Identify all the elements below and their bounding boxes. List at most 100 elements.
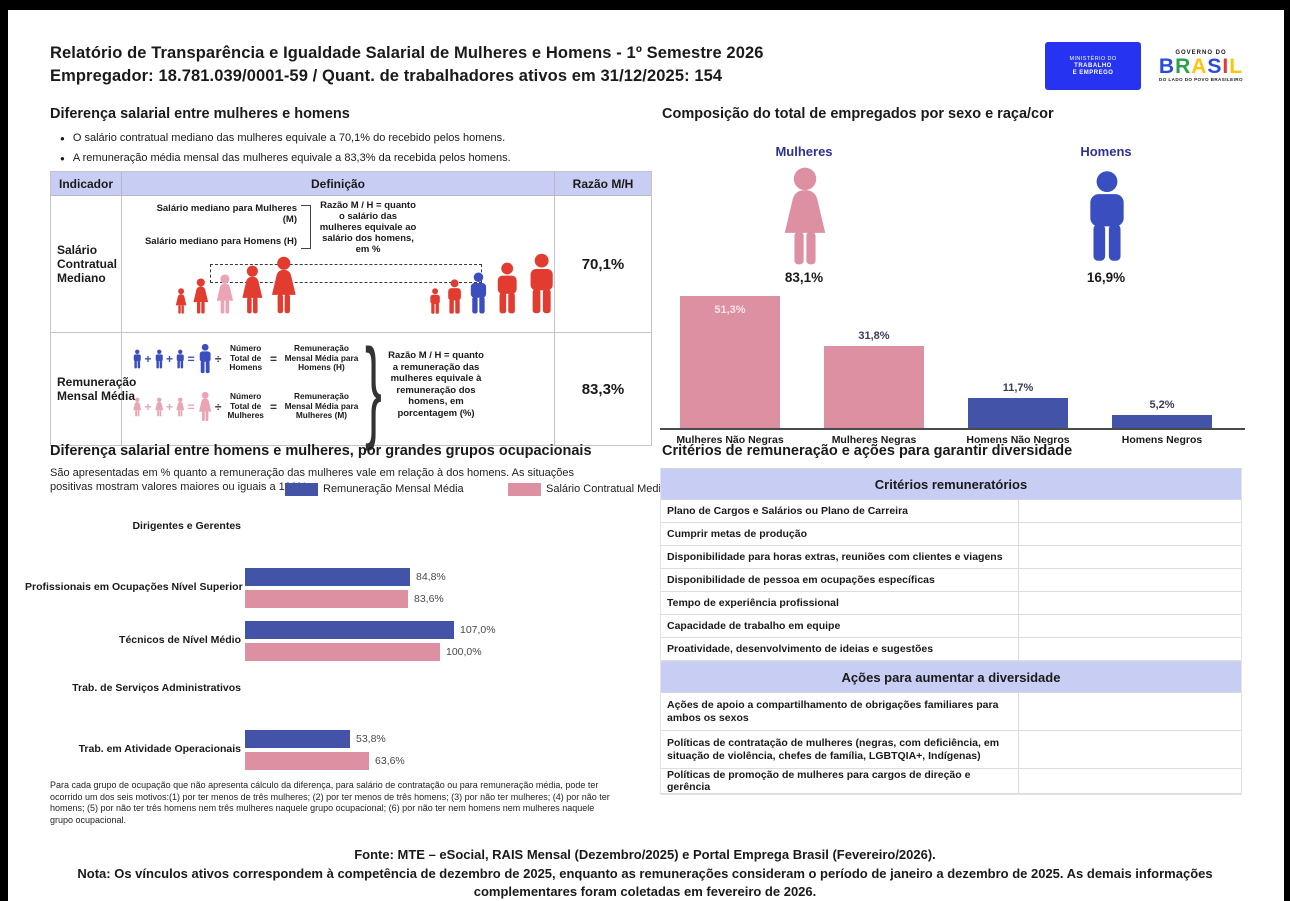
comp-bar-2	[968, 398, 1068, 428]
median-women-label: Salário mediano para Mulheres (M)	[156, 203, 297, 225]
divide-operator: ÷	[214, 351, 222, 366]
indicator-label: Remuneração Mensal Média	[51, 333, 136, 445]
header-indicador: Indicador	[51, 172, 122, 195]
legend-label-salario: Salário Contratual Mediano	[546, 483, 680, 495]
criteria-section-heading: Critérios de remuneração e ações para ga…	[662, 443, 1073, 459]
occ-category-label: Trab. em Atividade Operacionais	[78, 743, 241, 755]
male-icon	[428, 288, 442, 314]
window-edge-top	[0, 0, 1290, 10]
women-figure-group	[174, 251, 300, 314]
male-icon	[467, 272, 490, 314]
comp-category-label: Mulheres Negras	[831, 434, 917, 446]
equals-operator: =	[187, 351, 195, 366]
gov-logo-tagline: DO LADO DO POVO BRASILEIRO	[1159, 77, 1243, 82]
criteria-column-divider	[1018, 731, 1019, 768]
plus-operator: +	[144, 399, 152, 414]
occ-bar-blue	[245, 730, 350, 748]
comp-category-label: Homens Não Negros	[966, 434, 1070, 446]
indicator-table: Indicador Definição Razão M/H Salário Co…	[50, 171, 652, 446]
criteria-column-divider	[1018, 523, 1019, 545]
female-icon	[214, 274, 236, 314]
occ-bar-blue	[245, 621, 454, 639]
female-icon	[191, 278, 211, 314]
occ-bar-value: 107,0%	[460, 624, 496, 636]
bullet-dot: ●	[60, 154, 65, 163]
criteria-remuneratorios-header: Critérios remuneratórios	[661, 468, 1241, 500]
male-icon	[197, 343, 213, 374]
occ-bar-value: 53,8%	[356, 733, 386, 745]
occupational-bar-chart: Dirigentes e Gerentes Profissionais em Oc…	[25, 505, 650, 783]
men-average-equation: + + = ÷ Número Total de Homens = Remuneração M…	[132, 343, 364, 374]
criteria-column-divider	[1018, 500, 1019, 522]
ministry-logo-line3: E EMPREGO	[1072, 69, 1114, 76]
male-icon	[175, 349, 186, 369]
criteria-row-label: Tempo de experiência profissional	[667, 596, 839, 609]
brand-letter: S	[1207, 55, 1223, 78]
occ-category-label: Profissionais em Ocupações Nível Superio…	[25, 581, 243, 593]
result-text: Remuneração Mensal Média para Homens (H)	[284, 343, 359, 373]
plus-operator: +	[166, 351, 174, 366]
occupational-subtitle: São apresentadas em % quanto a remuneraç…	[50, 467, 575, 493]
criteria-row: Disponibilidade para horas extras, reuni…	[661, 546, 1241, 569]
equals-operator: =	[269, 351, 277, 366]
definition-cell: + + = ÷ Número Total de Homens = Remuneração M…	[122, 333, 555, 445]
header-razao: Razão M/H	[572, 176, 634, 191]
footer-source: Fonte: MTE – eSocial, RAIS Mensal (Dezem…	[354, 847, 936, 862]
legend-swatch-salario	[508, 483, 541, 496]
female-icon	[778, 166, 832, 266]
brand-letter: A	[1191, 55, 1208, 78]
criteria-row: Proatividade, desenvolvimento de ideias …	[661, 638, 1241, 661]
divisor-text: Número Total de Mulheres	[227, 391, 264, 421]
equals-operator: =	[187, 399, 195, 414]
criteria-row-label: Políticas de contratação de mulheres (ne…	[667, 737, 1000, 762]
occupational-footnote: Para cada grupo de ocupação que não apre…	[50, 780, 610, 825]
men-group-label: Homens	[1080, 144, 1132, 159]
criteria-column-divider	[1018, 546, 1019, 568]
divisor-text: Número Total de Homens	[229, 343, 263, 373]
bracket-shape	[301, 205, 311, 249]
ratio-value-salario: 70,1%	[581, 255, 625, 273]
criteria-table: Critérios remuneratórios Plano de Cargos …	[660, 468, 1242, 795]
footer-note: Nota: Os vínculos ativos correspondem à …	[77, 866, 1213, 899]
criteria-row: Capacidade de trabalho em equipe	[661, 615, 1241, 638]
legend-label-remuneracao: Remuneração Mensal Média	[323, 483, 464, 495]
female-icon	[132, 397, 143, 417]
occ-bar-value: 84,8%	[416, 571, 446, 583]
male-icon	[493, 262, 521, 314]
brand-letter: I	[1222, 55, 1230, 78]
comp-bar-3	[1112, 415, 1212, 428]
men-figure-group	[428, 251, 558, 314]
ratio-definition-note: Razão M / H = quanto o salário das mulhe…	[319, 200, 417, 255]
criteria-row: Disponibilidade de pessoa em ocupações e…	[661, 569, 1241, 592]
comp-bar-0	[680, 296, 780, 428]
criteria-row: Políticas de promoção de mulheres para c…	[661, 769, 1241, 794]
female-icon	[154, 397, 165, 417]
comp-bar-value: 51,3%	[714, 304, 746, 316]
header-definicao: Definição	[122, 172, 555, 195]
brand-letter: L	[1229, 55, 1244, 78]
criteria-column-divider	[1018, 615, 1019, 637]
female-icon	[175, 397, 186, 417]
female-icon	[268, 256, 300, 314]
equals-operator: =	[269, 399, 277, 414]
brand-letter: R	[1175, 55, 1192, 78]
criteria-row-label: Disponibilidade de pessoa em ocupações e…	[667, 573, 935, 586]
criteria-column-divider	[1018, 638, 1019, 660]
report-title: Relatório de Transparência e Igualdade S…	[50, 44, 764, 62]
occ-bar-value: 63,6%	[375, 755, 405, 767]
criteria-row: Políticas de contratação de mulheres (ne…	[661, 731, 1241, 769]
table-row-salario-mediano: Salário Contratual Mediano Salário media…	[51, 196, 651, 333]
male-icon	[445, 279, 464, 314]
women-average-equation: + + = ÷ Número Total de Mulheres = Remuneração…	[132, 391, 364, 422]
brand-letter: B	[1158, 55, 1176, 78]
female-icon	[197, 391, 213, 422]
criteria-row: Ações de apoio a compartilhamento de obr…	[661, 693, 1241, 731]
government-brasil-logo: GOVERNO DO BRASIL DO LADO DO POVO BRASIL…	[1152, 40, 1250, 92]
comp-category-label: Mulheres Não Negras	[676, 434, 784, 446]
occ-bar-value: 100,0%	[446, 646, 482, 658]
window-edge-left	[0, 0, 8, 901]
male-icon	[154, 349, 165, 369]
male-icon	[132, 349, 143, 369]
criteria-row: Tempo de experiência profissional	[661, 592, 1241, 615]
occ-bar-pink	[245, 643, 440, 661]
